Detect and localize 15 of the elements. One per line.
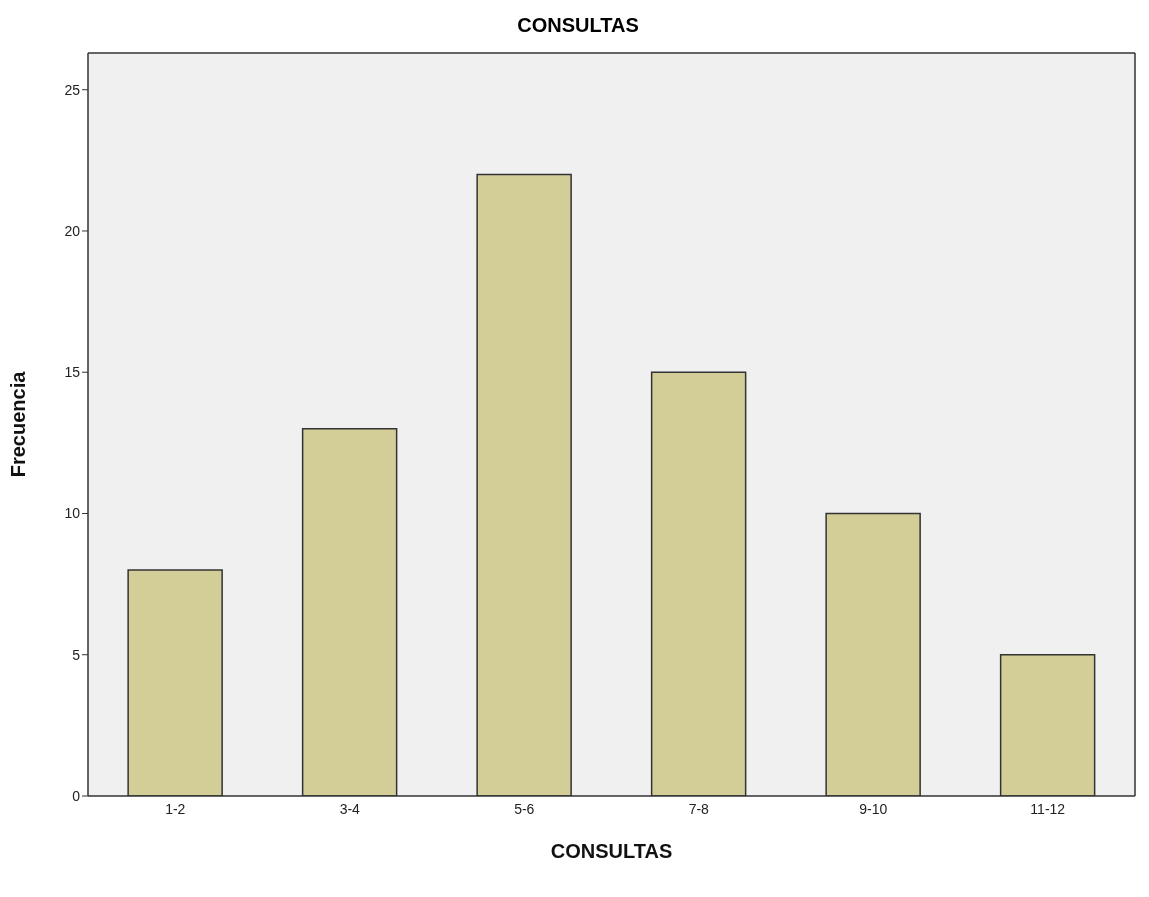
x-tick-label: 7-8 xyxy=(688,800,710,817)
y-tick-label: 5 xyxy=(72,646,81,663)
y-tick-label: 15 xyxy=(64,364,81,381)
x-tick-label: 5-6 xyxy=(514,800,535,817)
x-axis-title: CONSULTAS xyxy=(550,840,673,862)
x-tick-label: 3-4 xyxy=(339,800,361,817)
x-tick-label: 1-2 xyxy=(165,800,186,817)
x-tick-label: 11-12 xyxy=(1030,800,1066,817)
y-tick-label: 25 xyxy=(64,81,81,98)
y-tick-label: 20 xyxy=(64,222,81,239)
chart-title: CONSULTAS xyxy=(516,13,640,38)
x-tick-label: 9-10 xyxy=(859,800,888,817)
y-axis-title: Frecuencia xyxy=(7,370,30,478)
y-tick-label: 0 xyxy=(72,787,81,804)
y-tick-label: 10 xyxy=(64,505,81,522)
